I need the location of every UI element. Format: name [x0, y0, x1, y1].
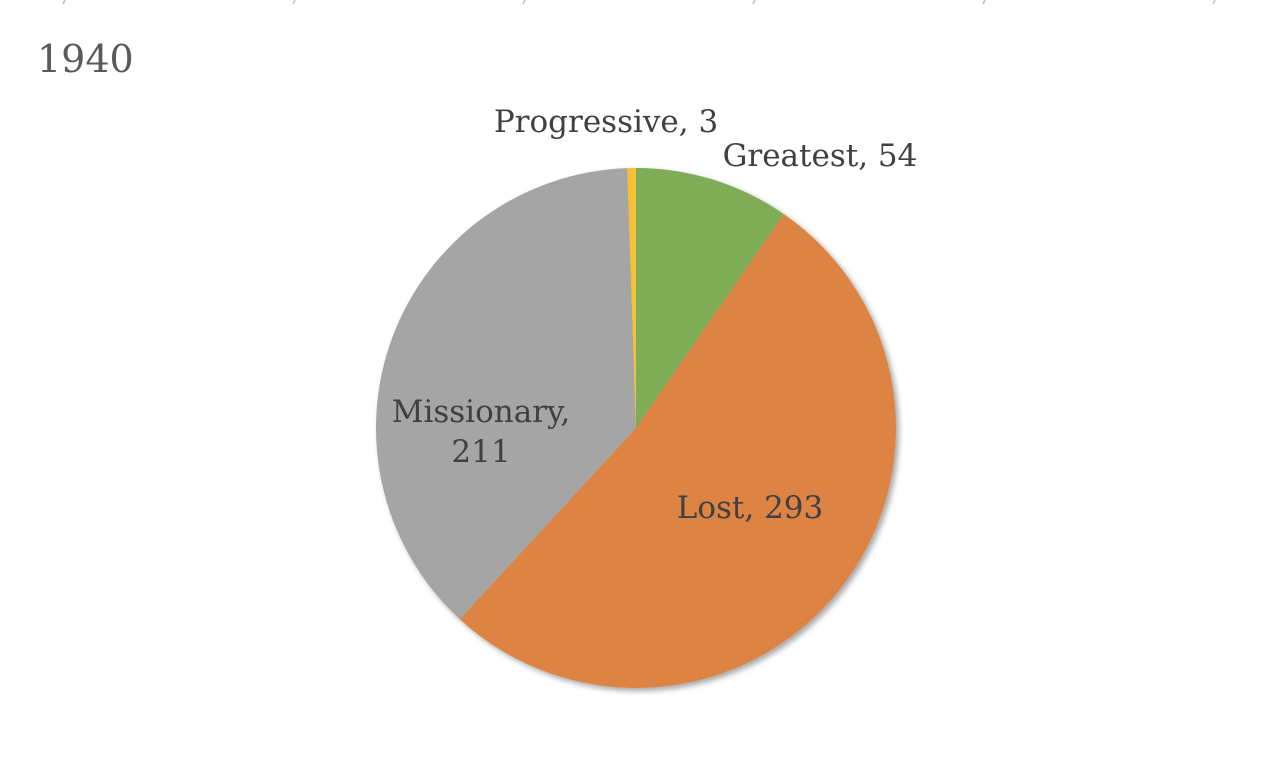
top-tick: [62, 0, 66, 5]
data-label-greatest: Greatest, 54: [723, 138, 918, 174]
top-tick: [292, 0, 296, 5]
pie-slice-greatest: [636, 168, 784, 428]
pie-data-labels: Greatest, 54 Lost, 293 Missionary, 211 Progr…: [392, 104, 918, 526]
top-tick: [1212, 0, 1216, 5]
pie-slices: [376, 168, 897, 689]
top-tick: [522, 0, 526, 5]
top-tick: [752, 0, 756, 5]
data-label-missionary: Missionary, 211: [392, 394, 571, 470]
chart-title: 1940: [37, 37, 134, 81]
pie-slice-missionary: [376, 168, 636, 620]
data-label-lost: Lost, 293: [677, 490, 824, 526]
pie-slice-lost: [459, 214, 897, 689]
pie-slice-progressive: [627, 168, 636, 428]
data-label-progressive: Progressive, 3: [494, 104, 718, 140]
top-border-ticks: [62, 0, 1216, 5]
top-tick: [982, 0, 986, 5]
